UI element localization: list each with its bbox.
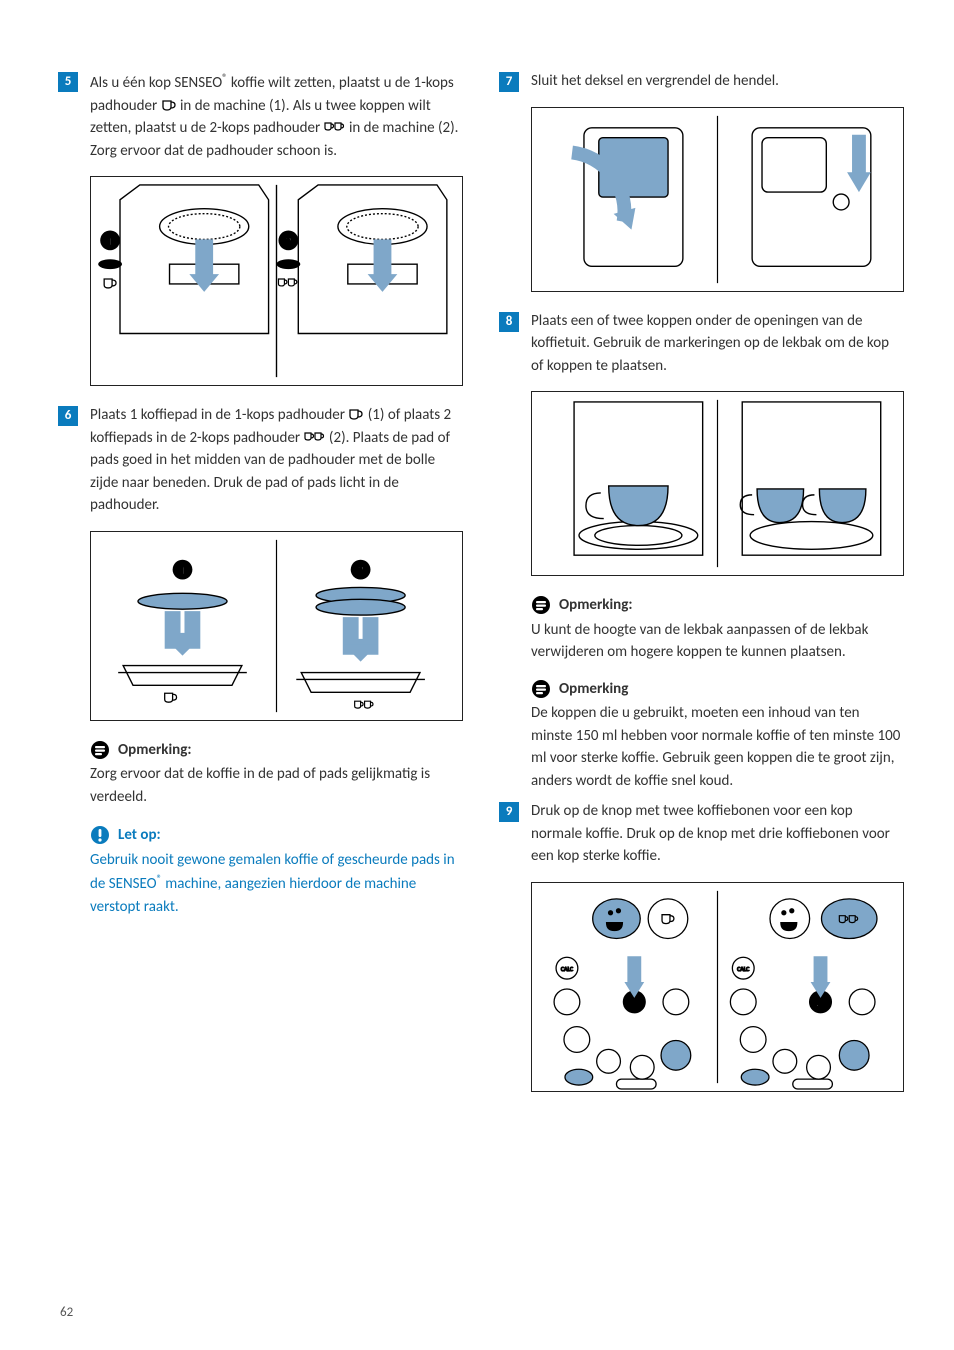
step-text: Druk op de knop met twee koffiebonen voo…: [531, 800, 904, 868]
step-text: Als u één kop SENSEO® koffie wilt zetten…: [90, 70, 463, 162]
step-text: Plaats 1 koffiepad in de 1-kops padhoude…: [90, 404, 463, 517]
svg-text:1: 1: [107, 234, 114, 249]
step-9: 9 Druk op de knop met twee koffiebonen v…: [499, 800, 904, 868]
note-title: Opmerking: [559, 678, 628, 701]
step-8: 8 Plaats een of twee koppen onder de ope…: [499, 310, 904, 378]
note-header: Opmerking: [531, 678, 904, 701]
step-number: 9: [499, 802, 519, 822]
note-body: Gebruik nooit gewone gemalen koffie of g…: [90, 849, 463, 919]
step-text: Plaats een of twee koppen onder de openi…: [531, 310, 904, 378]
text: Als u één kop SENSEO: [90, 74, 222, 92]
svg-text:2: 2: [285, 234, 292, 249]
right-column: 7 Sluit het deksel en vergrendel de hend…: [499, 70, 904, 1110]
note-title: Opmerking:: [559, 594, 632, 617]
note-header: Let op:: [90, 824, 463, 847]
note-title: Let op:: [118, 824, 161, 847]
step-number: 6: [58, 406, 78, 426]
step-5: 5 Als u één kop SENSEO® koffie wilt zett…: [58, 70, 463, 162]
two-cup-icon: [304, 430, 326, 444]
note-icon: [90, 740, 110, 760]
figure-7: [531, 107, 904, 292]
caution-note: Let op: Gebruik nooit gewone gemalen kof…: [90, 824, 463, 918]
left-column: 5 Als u één kop SENSEO® koffie wilt zett…: [58, 70, 463, 1110]
step-text: Sluit het deksel en vergrendel de hendel…: [531, 70, 904, 93]
note-icon: [531, 679, 551, 699]
step-number: 5: [58, 72, 78, 92]
step-number: 7: [499, 72, 519, 92]
note-body: De koppen die u gebruikt, moeten een inh…: [531, 702, 904, 792]
svg-text:CALC: CALC: [561, 965, 574, 973]
one-cup-icon: [161, 98, 177, 112]
figure-6: 1 2: [90, 531, 463, 721]
page-number: 62: [60, 1303, 73, 1323]
note-3: Opmerking: U kunt de hoogte van de lekba…: [531, 594, 904, 664]
step-6: 6 Plaats 1 koffiepad in de 1-kops padhou…: [58, 404, 463, 517]
figure-8: [531, 391, 904, 576]
caution-icon: [90, 825, 110, 845]
svg-text:CALC: CALC: [737, 965, 750, 973]
note-1: Opmerking: Zorg ervoor dat de koffie in …: [90, 739, 463, 809]
note-4: Opmerking De koppen die u gebruikt, moet…: [531, 678, 904, 793]
svg-text:2x: 2x: [816, 996, 826, 1008]
figure-9: CALC 1x: [531, 882, 904, 1092]
page-columns: 5 Als u één kop SENSEO® koffie wilt zett…: [58, 70, 904, 1110]
note-header: Opmerking:: [531, 594, 904, 617]
note-header: Opmerking:: [90, 739, 463, 762]
note-body: U kunt de hoogte van de lekbak aanpassen…: [531, 619, 904, 664]
note-icon: [531, 595, 551, 615]
svg-text:2: 2: [357, 563, 364, 578]
figure-5: 1 2: [90, 176, 463, 386]
text: Plaats 1 koffiepad in de 1-kops padhoude…: [90, 406, 348, 424]
two-cup-icon: [324, 120, 346, 134]
svg-text:1: 1: [179, 563, 186, 578]
step-number: 8: [499, 312, 519, 332]
one-cup-icon: [348, 407, 364, 421]
note-body: Zorg ervoor dat de koffie in de pad of p…: [90, 763, 463, 808]
svg-text:1x: 1x: [630, 996, 640, 1008]
note-title: Opmerking:: [118, 739, 191, 762]
step-7: 7 Sluit het deksel en vergrendel de hend…: [499, 70, 904, 93]
